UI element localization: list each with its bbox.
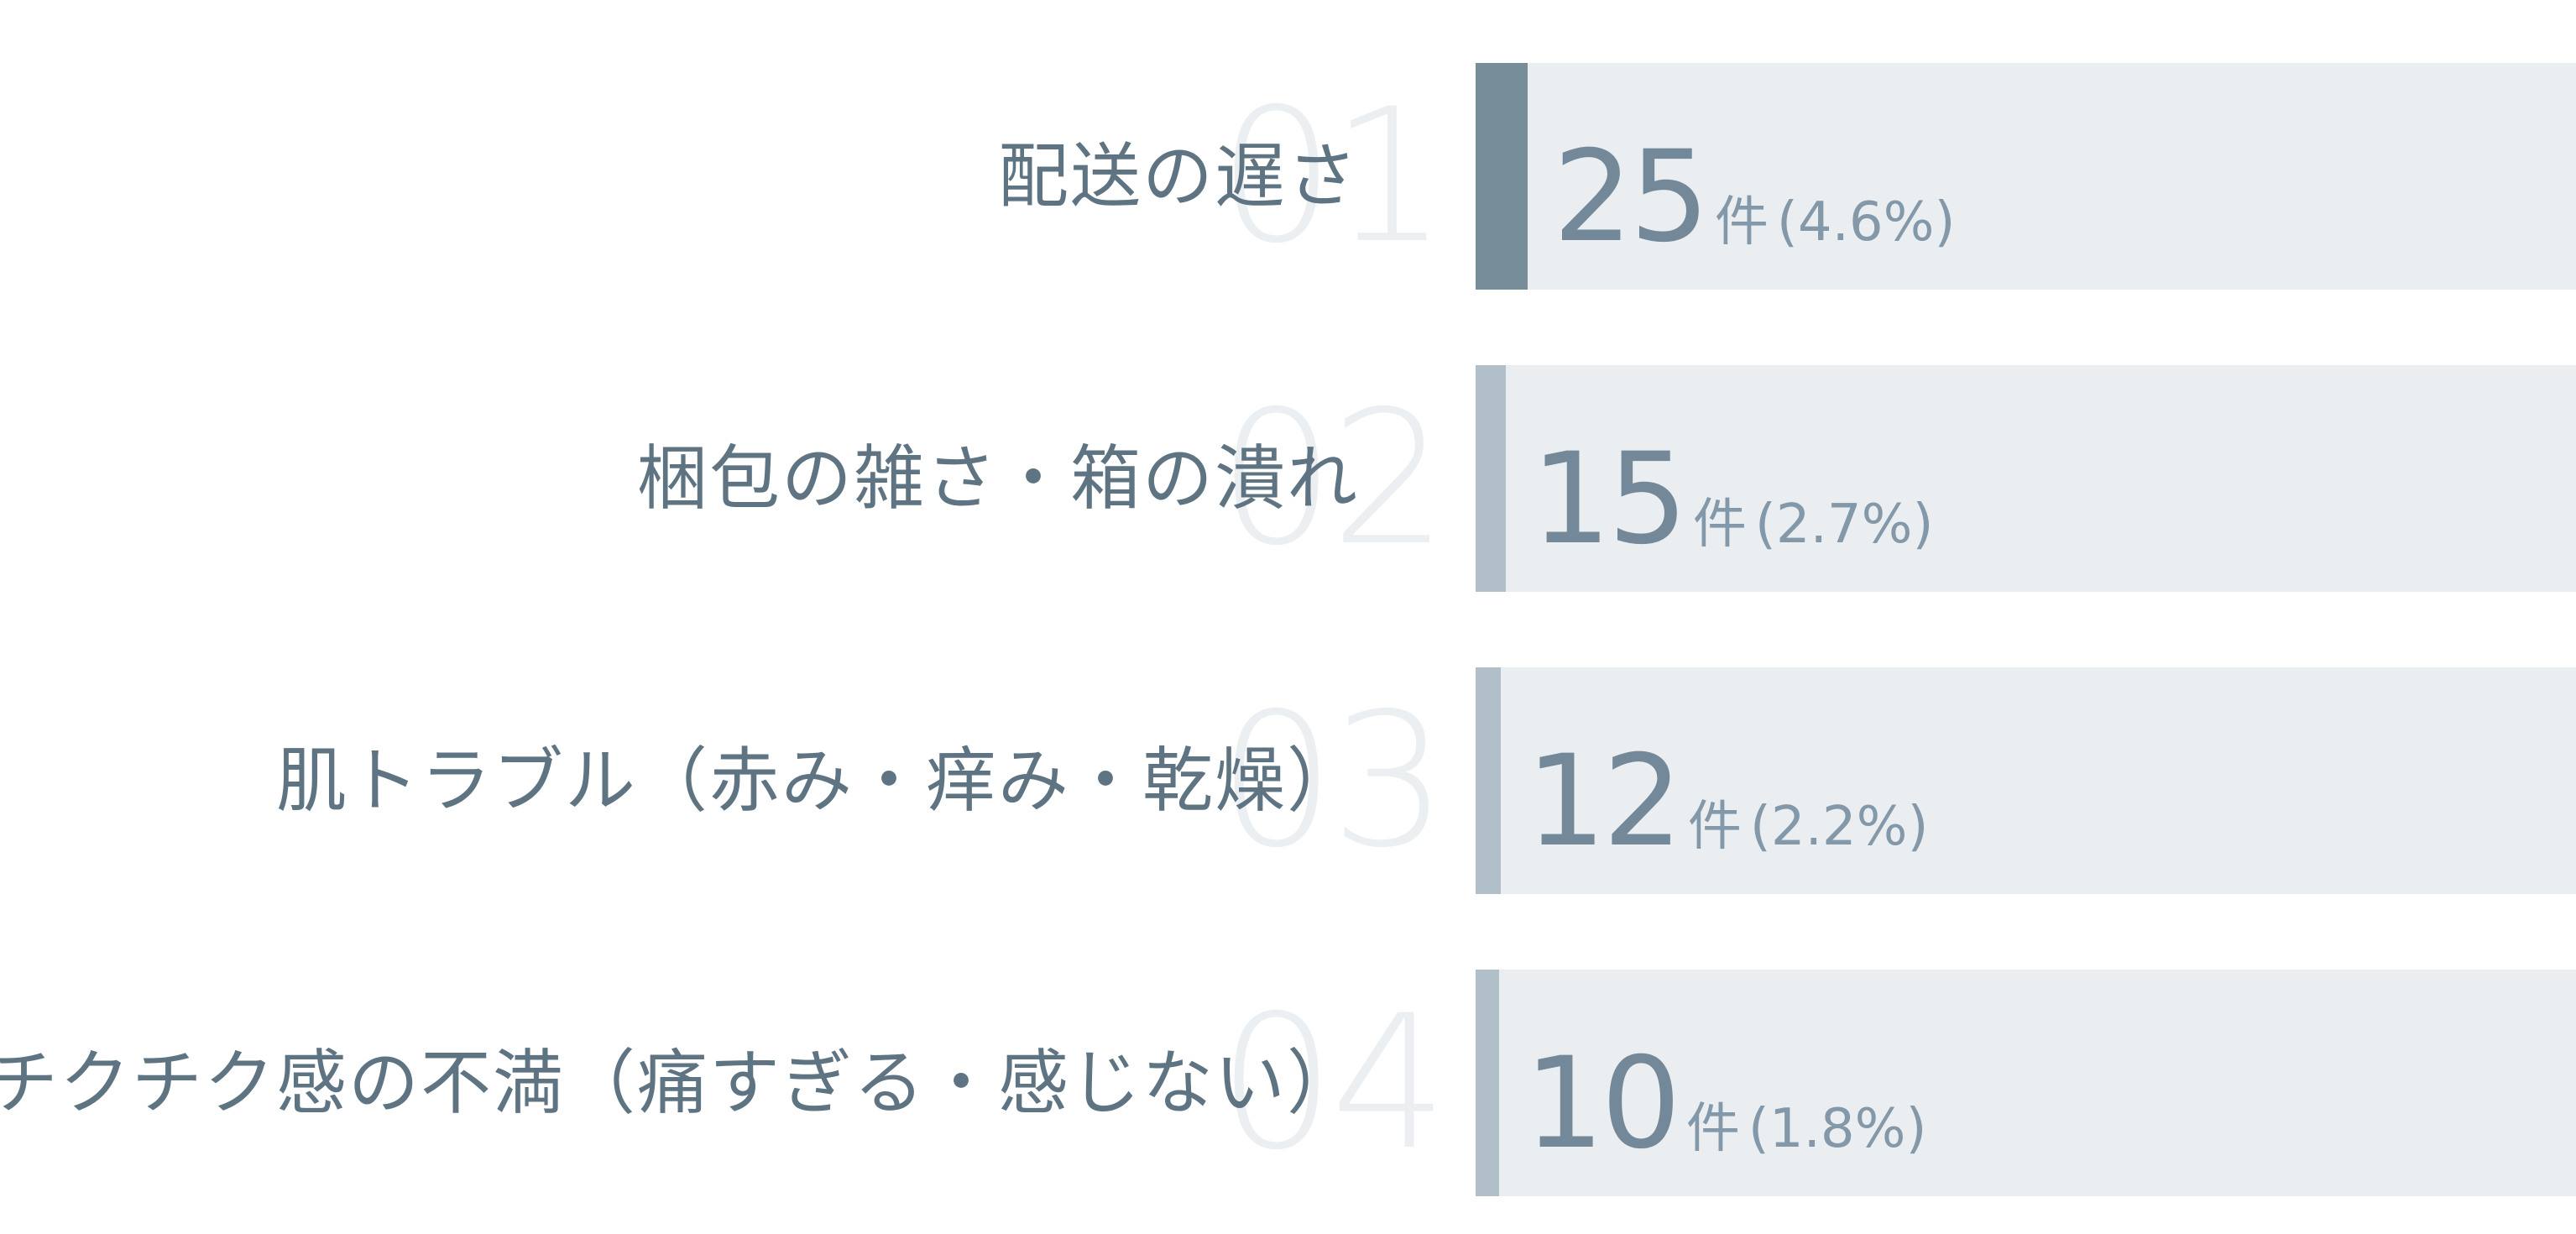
- rank-number: 04: [1218, 975, 1448, 1190]
- percent-label: (1.8%): [1748, 1098, 1927, 1160]
- unit-label: 件: [1687, 796, 1742, 858]
- percent-label: (2.2%): [1749, 796, 1929, 858]
- category-label: チクチク感の不満（痛すぎる・感じない）: [0, 1042, 1359, 1124]
- bar-fill: [1476, 667, 1501, 894]
- count-value: 10: [1524, 1031, 1681, 1177]
- category-label: 肌トラブル（赤み・痒み・乾燥）: [275, 740, 1359, 822]
- bar-fill: [1476, 63, 1528, 290]
- value-label: 25 件 (4.6%): [1553, 122, 1955, 281]
- bar-fill: [1476, 365, 1506, 592]
- bar-fill: [1476, 970, 1499, 1196]
- unit-label: 件: [1685, 1098, 1740, 1160]
- bar-track: [1476, 667, 2576, 894]
- bar-row: 01 配送の遅さ 25 件 (4.6%): [0, 63, 2576, 290]
- category-label: 配送の遅さ: [997, 135, 1359, 217]
- bar-track: [1476, 63, 2576, 290]
- bar-row: 02 梱包の雑さ・箱の潰れ 15 件 (2.7%): [0, 365, 2576, 592]
- unit-label: 件: [1692, 494, 1747, 556]
- count-value: 25: [1553, 124, 1710, 270]
- rank-number: 03: [1218, 673, 1448, 888]
- bar-row: 03 肌トラブル（赤み・痒み・乾燥） 12 件 (2.2%): [0, 667, 2576, 894]
- value-label: 10 件 (1.8%): [1524, 1028, 1926, 1188]
- count-value: 12: [1526, 729, 1683, 875]
- bar-row: 04 チクチク感の不満（痛すぎる・感じない） 10 件 (1.8%): [0, 970, 2576, 1196]
- category-label: 梱包の雑さ・箱の潰れ: [636, 437, 1359, 520]
- count-value: 15: [1531, 426, 1688, 573]
- bar-track: [1476, 970, 2576, 1196]
- value-label: 15 件 (2.7%): [1531, 424, 1933, 583]
- bar-track: [1476, 365, 2576, 592]
- percent-label: (2.7%): [1754, 494, 1934, 556]
- value-label: 12 件 (2.2%): [1526, 726, 1928, 886]
- unit-label: 件: [1714, 191, 1769, 254]
- rank-number: 01: [1218, 69, 1448, 284]
- rank-number: 02: [1218, 371, 1448, 586]
- percent-label: (4.6%): [1776, 191, 1956, 254]
